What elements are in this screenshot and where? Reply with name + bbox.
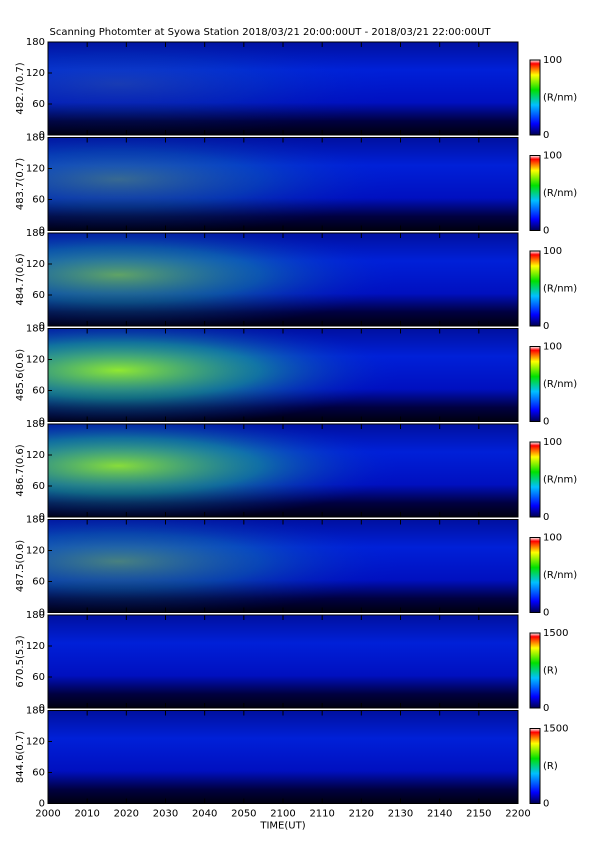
- colorbar-tick-label: 100: [543, 437, 562, 448]
- heatmap-image: [48, 615, 518, 708]
- heatmap-glow: [48, 328, 518, 422]
- colorbar-tick-label: 0: [543, 512, 549, 523]
- colorbar: [529, 537, 541, 613]
- y-tick-label: 0: [39, 703, 45, 714]
- y-tick-label: 180: [26, 515, 45, 526]
- x-tick-label: 2040: [192, 809, 217, 820]
- heatmap-glow: [48, 519, 518, 613]
- colorbar: [529, 441, 541, 518]
- heatmap-glow: [48, 42, 518, 135]
- x-tick-label: 2110: [309, 809, 334, 820]
- y-axis-label: 482.7(0.7): [15, 62, 26, 114]
- y-tick-label: 120: [26, 450, 45, 461]
- x-tick-label: 2050: [231, 809, 256, 820]
- y-tick-label: 120: [26, 355, 45, 366]
- colorbar-tick-label: 0: [543, 608, 549, 619]
- heatmap-glow: [48, 137, 518, 231]
- colorbar-tick-label: 100: [543, 246, 562, 257]
- colorbar-tick-label: 0: [543, 799, 549, 810]
- x-tick-label: 2130: [388, 809, 413, 820]
- colorbar-tick-label: 1500: [543, 724, 568, 735]
- colorbar-label: (R): [543, 666, 558, 677]
- colorbar-tick-label: 100: [543, 55, 562, 66]
- colorbar-tick-label: 0: [543, 321, 549, 332]
- y-tick-label: 60: [32, 290, 45, 301]
- y-tick-label: 0: [39, 512, 45, 523]
- colorbar-tick-label: 100: [543, 151, 562, 162]
- colorbar-tick-label: 0: [543, 417, 549, 428]
- y-axis-label: 485.6(0.6): [15, 349, 26, 401]
- x-tick-label: 2100: [270, 809, 295, 820]
- heatmap-glow: [48, 424, 518, 517]
- x-tick-label: 2000: [35, 809, 60, 820]
- colorbar-tick-label: 0: [543, 703, 549, 714]
- colorbar-tick-label: 100: [543, 533, 562, 544]
- y-tick-label: 0: [39, 321, 45, 332]
- y-tick-label: 0: [39, 130, 45, 141]
- y-tick-label: 60: [32, 577, 45, 588]
- x-tick-label: 2150: [466, 809, 491, 820]
- colorbar-tick-label: 0: [543, 226, 549, 237]
- y-tick-label: 180: [26, 37, 45, 48]
- chart-title: Scanning Photomter at Syowa Station 2018…: [49, 27, 491, 38]
- y-tick-label: 120: [26, 737, 45, 748]
- x-tick-label: 2140: [427, 809, 452, 820]
- y-axis-label: 844.6(0.7): [15, 731, 26, 783]
- y-axis-label: 487.5(0.6): [15, 540, 26, 592]
- colorbar-tick-label: 1500: [543, 628, 568, 639]
- y-tick-label: 180: [26, 706, 45, 717]
- y-tick-label: 180: [26, 419, 45, 430]
- y-tick-label: 120: [26, 641, 45, 652]
- x-tick-label: 2020: [114, 809, 139, 820]
- x-tick-label: 2120: [349, 809, 374, 820]
- y-axis-label: 670.5(5.3): [15, 635, 26, 687]
- colorbar-label: (R/nm): [543, 188, 577, 199]
- y-axis-label: 484.7(0.6): [15, 253, 26, 305]
- y-tick-label: 60: [32, 195, 45, 206]
- y-axis-label: 486.7(0.6): [15, 444, 26, 496]
- y-tick-label: 60: [32, 768, 45, 779]
- x-tick-label: 2200: [505, 809, 530, 820]
- y-tick-label: 60: [32, 672, 45, 683]
- y-tick-label: 180: [26, 324, 45, 335]
- y-tick-label: 60: [32, 386, 45, 397]
- x-axis-label: TIME(UT): [259, 821, 305, 832]
- y-tick-label: 120: [26, 546, 45, 557]
- y-tick-label: 0: [39, 799, 45, 810]
- colorbar: [529, 346, 541, 422]
- y-axis-label: 483.7(0.7): [15, 158, 26, 210]
- y-tick-label: 0: [39, 226, 45, 237]
- colorbar-label: (R/nm): [543, 93, 577, 104]
- y-tick-label: 180: [26, 133, 45, 144]
- y-tick-label: 0: [39, 608, 45, 619]
- heatmap-glow: [48, 233, 518, 326]
- y-tick-label: 120: [26, 68, 45, 79]
- colorbar-label: (R/nm): [543, 284, 577, 295]
- colorbar: [529, 155, 541, 231]
- colorbar-label: (R/nm): [543, 379, 577, 390]
- colorbar: [529, 250, 541, 327]
- colorbar-tick-label: 0: [543, 130, 549, 141]
- colorbar-label: (R/nm): [543, 475, 577, 486]
- y-tick-label: 0: [39, 417, 45, 428]
- y-tick-label: 180: [26, 228, 45, 239]
- y-tick-label: 60: [32, 99, 45, 110]
- y-tick-label: 180: [26, 610, 45, 621]
- y-tick-label: 120: [26, 259, 45, 270]
- x-tick-label: 2010: [74, 809, 99, 820]
- y-tick-label: 60: [32, 481, 45, 492]
- colorbar-label: (R): [543, 761, 558, 772]
- colorbar: [529, 632, 541, 709]
- x-tick-label: 2030: [153, 809, 178, 820]
- colorbar: [529, 728, 541, 804]
- y-tick-label: 120: [26, 164, 45, 175]
- colorbar: [529, 59, 541, 136]
- colorbar-tick-label: 100: [543, 342, 562, 353]
- heatmap-image: [48, 710, 518, 804]
- colorbar-label: (R/nm): [543, 570, 577, 581]
